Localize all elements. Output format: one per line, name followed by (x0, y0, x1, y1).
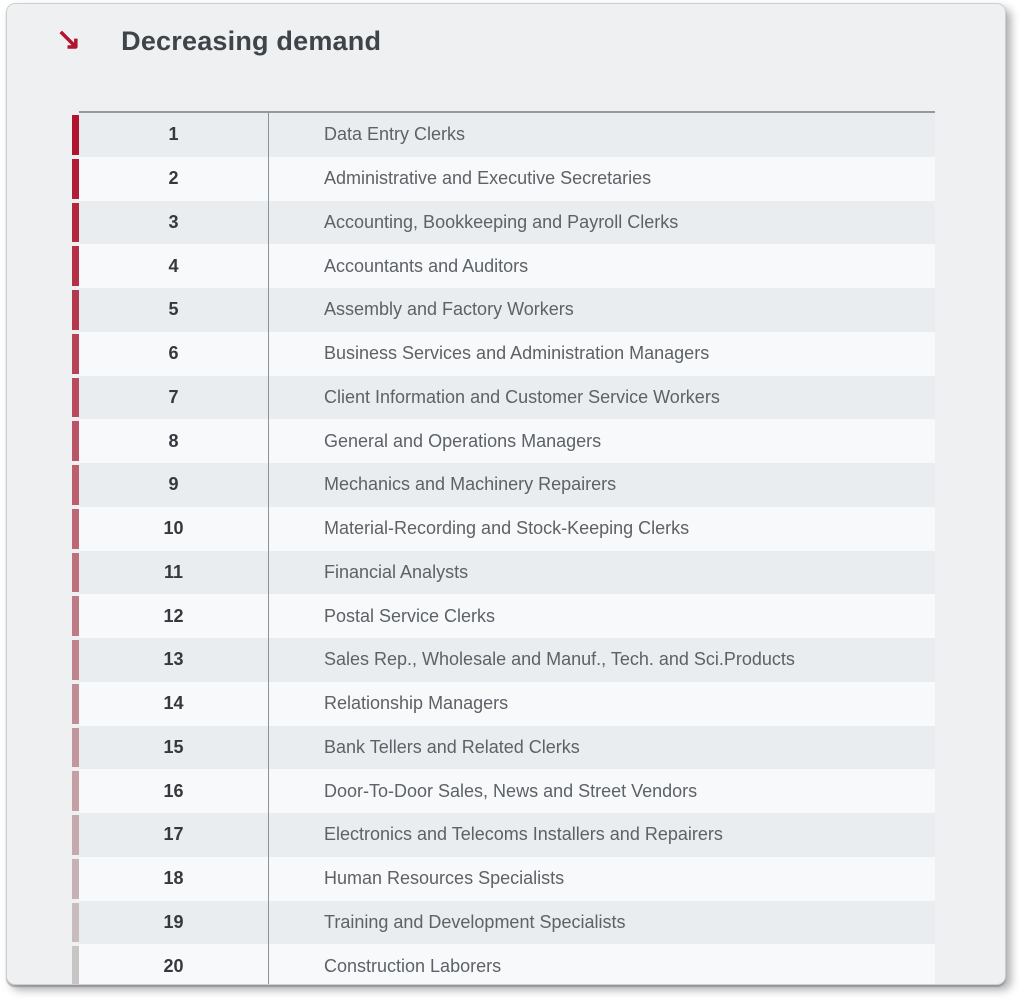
report-figure-panel: ↘ Decreasing demand 1 Data Entry Clerks … (6, 3, 1006, 985)
rank-cell: 11 (79, 550, 269, 595)
table-top-border (79, 111, 935, 113)
accent-bar (72, 508, 79, 549)
rank-cell: 19 (79, 900, 269, 945)
accent-bar (72, 683, 79, 724)
table-row: 2 Administrative and Executive Secretari… (72, 156, 935, 201)
decreasing-demand-table: 1 Data Entry Clerks 2 Administrative and… (72, 111, 935, 984)
occupation-cell: Client Information and Customer Service … (324, 386, 720, 407)
accent-bar (72, 465, 79, 505)
table-row: 3 Accounting, Bookkeeping and Payroll Cl… (72, 200, 935, 245)
accent-bar (72, 158, 79, 199)
occupation-cell: Accounting, Bookkeeping and Payroll Cler… (324, 211, 679, 232)
table-row: 16 Door-To-Door Sales, News and Street V… (72, 769, 935, 813)
section-header: ↘ Decreasing demand (56, 22, 382, 57)
occupation-cell: Bank Tellers and Related Clerks (324, 736, 580, 757)
rank-cell: 20 (79, 944, 269, 984)
occupation-cell: General and Operations Managers (324, 430, 602, 451)
occupation-cell: Data Entry Clerks (324, 124, 466, 145)
occupation-cell: Construction Laborers (324, 955, 502, 976)
rank-cell: 5 (79, 288, 269, 332)
table-row: 10 Material-Recording and Stock-Keeping … (72, 506, 935, 551)
occupation-cell: Relationship Managers (324, 693, 509, 714)
accent-bar (72, 333, 79, 374)
occupation-cell: Electronics and Telecoms Installers and … (324, 824, 723, 845)
rank-cell: 17 (79, 813, 269, 857)
table-row: 11 Financial Analysts (72, 550, 935, 595)
rank-cell: 14 (79, 681, 269, 726)
occupation-cell: Administrative and Executive Secretaries (324, 168, 652, 189)
rank-cell: 16 (79, 769, 269, 813)
table-row: 9 Mechanics and Machinery Repairers (72, 463, 935, 507)
occupation-cell: Mechanics and Machinery Repairers (324, 474, 617, 495)
accent-bar (72, 290, 79, 330)
table-row: 18 Human Resources Specialists (72, 856, 935, 901)
accent-bar (72, 727, 79, 768)
table-row: 6 Business Services and Administration M… (72, 331, 935, 376)
occupation-cell: Financial Analysts (324, 561, 469, 582)
rank-cell: 8 (79, 419, 269, 463)
table-row: 17 Electronics and Telecoms Installers a… (72, 813, 935, 857)
rank-cell: 4 (79, 244, 269, 288)
table-row: 4 Accountants and Auditors (72, 244, 935, 288)
occupation-cell: Door-To-Door Sales, News and Street Vend… (324, 780, 698, 801)
table-row: 12 Postal Service Clerks (72, 594, 935, 638)
table-row: 8 General and Operations Managers (72, 419, 935, 463)
accent-bar (72, 421, 79, 461)
table-row: 13 Sales Rep., Wholesale and Manuf., Tec… (72, 638, 935, 682)
table-row: 14 Relationship Managers (72, 681, 935, 726)
occupation-cell: Assembly and Factory Workers (324, 299, 574, 320)
accent-bar (72, 115, 79, 155)
accent-bar (72, 640, 79, 680)
rank-cell: 15 (79, 725, 269, 770)
rank-cell: 10 (79, 506, 269, 551)
rank-cell: 2 (79, 156, 269, 201)
accent-bar (72, 246, 79, 286)
occupation-cell: Postal Service Clerks (324, 605, 496, 626)
rank-cell: 3 (79, 200, 269, 245)
accent-bar (72, 202, 79, 243)
occupation-cell: Sales Rep., Wholesale and Manuf., Tech. … (324, 649, 795, 670)
table-row: 15 Bank Tellers and Related Clerks (72, 725, 935, 770)
rank-cell: 12 (79, 594, 269, 638)
rank-cell: 1 (79, 113, 269, 157)
accent-bar (72, 858, 79, 899)
rank-cell: 18 (79, 856, 269, 901)
rank-cell: 13 (79, 638, 269, 682)
rank-cell: 6 (79, 331, 269, 376)
accent-bar (72, 946, 79, 984)
occupation-cell: Material-Recording and Stock-Keeping Cle… (324, 518, 690, 539)
occupation-cell: Accountants and Auditors (324, 255, 529, 276)
table-row: 7 Client Information and Customer Servic… (72, 375, 935, 420)
occupation-cell: Human Resources Specialists (324, 868, 565, 889)
rank-cell: 7 (79, 375, 269, 420)
accent-bar (72, 596, 79, 636)
occupation-cell: Business Services and Administration Man… (324, 343, 710, 364)
accent-bar (72, 552, 79, 593)
accent-bar (72, 771, 79, 811)
occupation-cell: Training and Development Specialists (324, 911, 626, 932)
table-row: 20 Construction Laborers (72, 944, 935, 984)
decreasing-demand-arrow-icon: ↘ (56, 22, 82, 56)
page-title: Decreasing demand (121, 26, 382, 56)
table-row: 1 Data Entry Clerks (72, 113, 935, 157)
table-rows: 1 Data Entry Clerks 2 Administrative and… (72, 113, 935, 984)
rank-cell: 9 (79, 463, 269, 507)
table-row: 19 Training and Development Specialists (72, 900, 935, 945)
accent-bar (72, 902, 79, 943)
accent-bar (72, 377, 79, 418)
accent-bar (72, 815, 79, 855)
table-row: 5 Assembly and Factory Workers (72, 288, 935, 332)
